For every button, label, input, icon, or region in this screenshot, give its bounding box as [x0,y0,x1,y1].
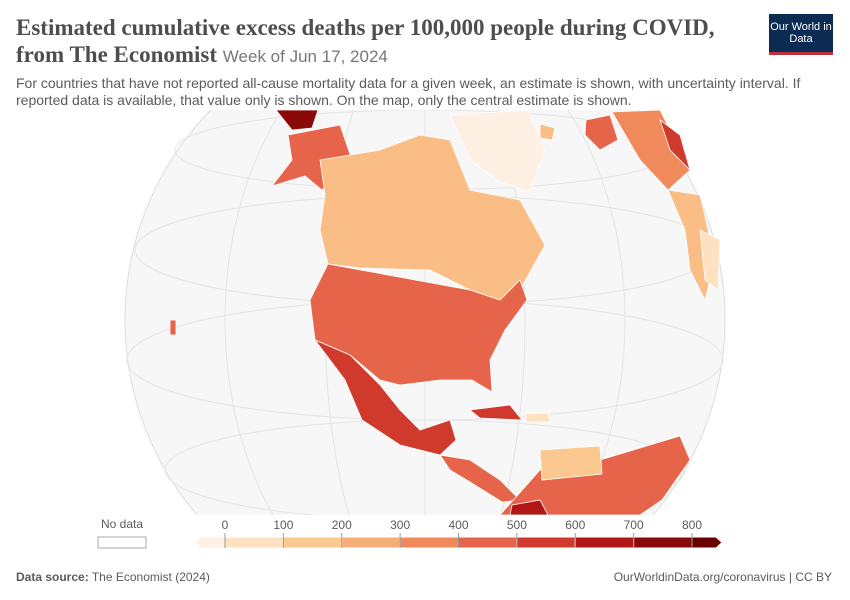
legend-tick-label: 400 [448,518,468,532]
legend-tick-label: 500 [507,518,527,532]
legend-bin [282,536,343,549]
legend-bin [691,536,723,549]
legend-bin [194,536,226,549]
country [509,499,549,515]
country [524,412,551,423]
legend-bin [399,536,459,549]
source: Data source: The Economist (2024) [16,570,210,584]
legend-tick-label: 800 [682,518,702,532]
country [275,110,319,131]
title-text: Estimated cumulative excess deaths per 1… [16,15,715,67]
country [667,189,716,302]
source-text: The Economist (2024) [91,570,210,584]
legend-bin [341,536,401,549]
no-data-label: No data [101,517,143,531]
legend-bin [633,536,693,549]
url[interactable]: OurWorldinData.org/coronavirus | CC BY [613,570,832,584]
no-data-swatch [97,536,147,549]
logo[interactable]: Our World in Data [769,14,833,55]
logo-text: Our World in Data [770,21,832,45]
title: Estimated cumulative excess deaths per 1… [16,14,761,70]
country [699,229,721,291]
legend: No data 0 100 200 300 400 500 600 700 800 [97,517,723,549]
country [539,445,603,481]
country [439,454,521,503]
legend-tick-label: 300 [390,518,410,532]
legend-tick-label: 700 [624,518,644,532]
legend-bin [516,536,576,549]
country [313,339,457,456]
legend-bin [574,536,635,549]
country [169,319,177,336]
legend-tick-label: 600 [565,518,585,532]
legend-tick-label: 0 [222,518,229,532]
country [611,110,691,191]
globe [124,110,726,515]
subtitle: Week of Jun 17, 2024 [222,47,388,66]
country [659,118,691,172]
legend-tick-label: 100 [273,518,293,532]
description: For countries that have not reported all… [16,75,801,108]
legend-bin [458,536,518,549]
country [469,404,523,421]
country [449,110,546,193]
source-label: Data source: [16,570,89,584]
country [539,123,556,141]
country [584,114,619,151]
legend-bin [224,536,284,549]
legend-tick-label: 200 [332,518,352,532]
